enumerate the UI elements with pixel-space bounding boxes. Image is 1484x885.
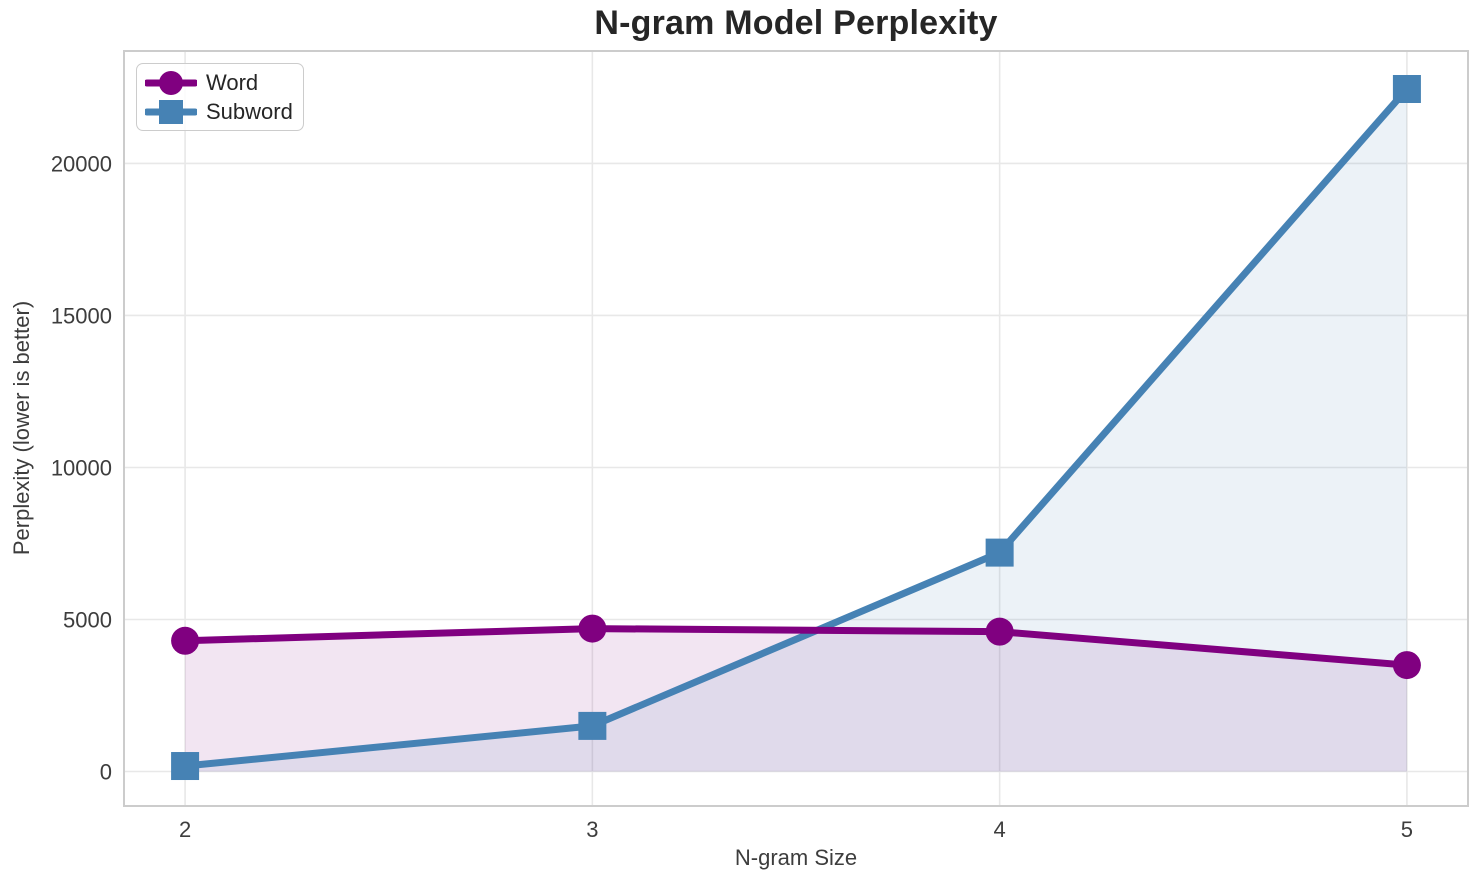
legend: Word Subword [136, 63, 304, 131]
legend-label-subword: Subword [206, 98, 293, 124]
word-point [171, 626, 200, 655]
word-point [1392, 651, 1421, 680]
word-point [578, 614, 607, 643]
legend-label-word: Word [206, 69, 259, 95]
y-tick-label: 0 [100, 759, 112, 784]
subword-area-fill [185, 89, 1407, 772]
legend-item-word: Word [145, 68, 293, 97]
y-tick-label: 5000 [63, 607, 112, 632]
x-tick-label: 2 [179, 817, 191, 842]
x-tick-label: 4 [994, 817, 1006, 842]
y-tick-label: 10000 [51, 455, 112, 480]
subword-point [1392, 75, 1421, 104]
y-tick-label: 20000 [51, 151, 112, 176]
subword-point [985, 538, 1014, 567]
legend-item-subword: Subword [145, 97, 293, 126]
word-legend-marker-icon [145, 70, 197, 95]
x-axis-label: N-gram Size [734, 845, 858, 870]
plot-border [123, 50, 1469, 807]
word-point [985, 617, 1014, 646]
y-axis-label: Perplexity (lower is better) [9, 300, 34, 556]
subword-line [181, 85, 1411, 770]
x-tick-label: 5 [1401, 817, 1413, 842]
word-line [181, 625, 1411, 669]
chart-title: N-gram Model Perplexity [594, 4, 998, 42]
subword-point [578, 711, 607, 740]
subword-point [171, 752, 200, 781]
subword-legend-marker-icon [145, 99, 197, 124]
x-tick-label: 3 [586, 817, 598, 842]
y-tick-label: 15000 [51, 303, 112, 328]
